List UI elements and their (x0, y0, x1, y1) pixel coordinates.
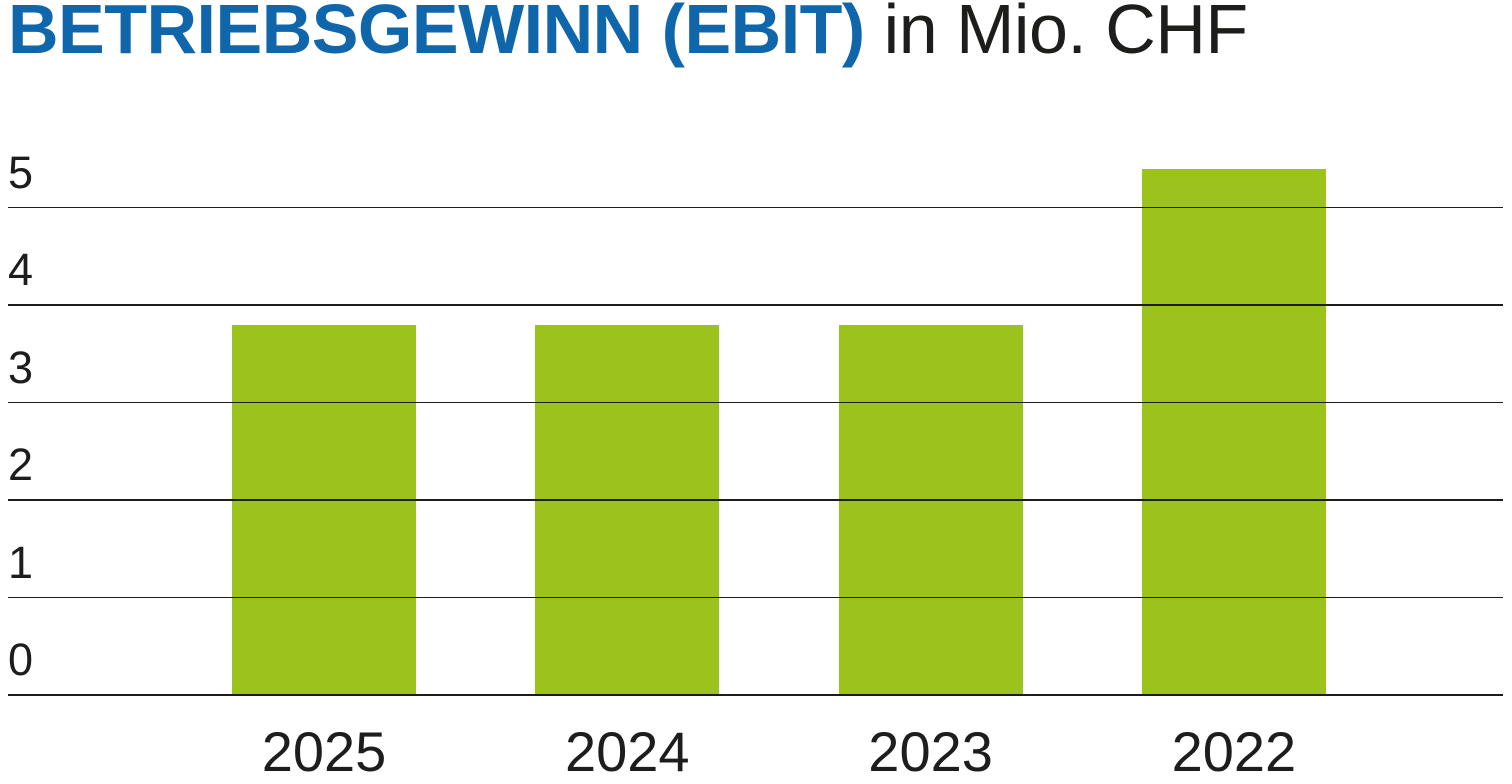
gridline-1 (8, 596, 1503, 599)
chart-title: BETRIEBSGEWINN (EBIT) in Mio. CHF (8, 0, 1248, 64)
y-axis-label-4: 4 (8, 244, 34, 295)
y-axis-label-2: 2 (8, 439, 34, 490)
gridline-0 (8, 694, 1503, 696)
bar-2023 (838, 324, 1023, 695)
chart-title-main: BETRIEBSGEWINN (EBIT) (8, 0, 865, 68)
gridline-4 (8, 304, 1503, 306)
y-axis-label-1: 1 (8, 536, 34, 588)
bar-2022 (1141, 168, 1326, 695)
bar-2025 (232, 324, 416, 695)
y-axis-label-0: 0 (8, 634, 34, 685)
bar-2024 (535, 324, 720, 695)
x-axis-label-2025: 2025 (261, 720, 387, 783)
gridline-5 (8, 206, 1503, 209)
x-axis-label-2023: 2023 (868, 720, 993, 783)
y-axis-label-3: 3 (8, 341, 34, 393)
x-axis-label-2022: 2022 (1171, 720, 1297, 783)
gridline-2 (8, 499, 1503, 501)
y-axis-label-5: 5 (8, 146, 34, 198)
x-axis-label-2024: 2024 (565, 720, 690, 783)
chart-title-unit: in Mio. CHF (864, 0, 1248, 68)
gridline-3 (8, 401, 1503, 404)
